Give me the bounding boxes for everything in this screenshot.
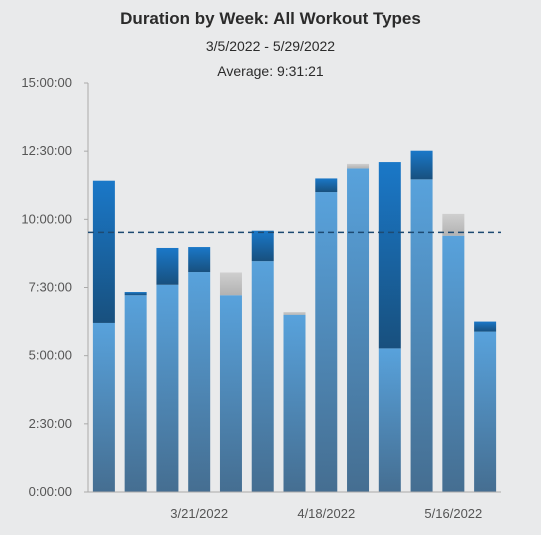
bar-segment-series-2 xyxy=(251,230,274,262)
bar-segment-series-2 xyxy=(378,162,401,349)
bar-segment-series-1 xyxy=(315,192,338,493)
bar-segment-series-1 xyxy=(347,168,370,493)
chart-title: Duration by Week: All Workout Types xyxy=(120,9,421,28)
y-tick: 10:00:00 xyxy=(21,211,88,226)
bar-segment-series-1 xyxy=(283,314,306,492)
bar-stack xyxy=(474,321,497,492)
y-tick: 7:30:00 xyxy=(29,280,88,295)
bar-stack xyxy=(156,247,179,492)
bar-segment-series-2 xyxy=(315,178,338,193)
x-tick-label: 3/21/2022 xyxy=(170,506,228,521)
y-axis: 0:00:00 2:30:00 5:00:00 7:30:00 10:00:00 12:3… xyxy=(21,75,89,499)
bar-stack xyxy=(315,178,338,493)
bar-stack xyxy=(378,162,401,492)
bar-segment-series-1 xyxy=(474,331,497,492)
date-range-subtitle: 3/5/2022 - 5/29/2022 xyxy=(205,38,336,54)
bar-segment-series-1 xyxy=(219,295,242,492)
bar-segment-series-2 xyxy=(410,150,433,180)
bar-stack xyxy=(251,230,274,492)
y-tick-label: 2:30:00 xyxy=(29,416,72,431)
y-tick: 2:30:00 xyxy=(29,416,88,431)
bar-stack xyxy=(410,150,433,492)
bar-segment-series-3 xyxy=(442,213,465,236)
y-tick-label: 12:30:00 xyxy=(21,143,72,158)
bar-stack xyxy=(124,292,147,492)
bar-segment-series-2 xyxy=(92,180,115,323)
bar-segment-series-1 xyxy=(188,272,211,492)
bar-segment-series-1 xyxy=(92,322,115,492)
bar-stack xyxy=(283,312,306,492)
y-tick-label: 5:00:00 xyxy=(29,348,72,363)
y-tick-label: 0:00:00 xyxy=(29,484,72,499)
bar-stack xyxy=(92,180,115,492)
x-axis: 3/21/2022 4/18/2022 5/16/2022 xyxy=(88,491,501,521)
x-tick-label: 4/18/2022 xyxy=(297,506,355,521)
y-tick: 0:00:00 xyxy=(29,484,88,499)
bar-segment-series-1 xyxy=(156,284,179,492)
bar-stack xyxy=(442,213,465,492)
x-tick: 5/16/2022 xyxy=(424,506,482,521)
y-tick: 15:00:00 xyxy=(21,75,88,90)
bar-segment-series-1 xyxy=(124,295,147,492)
bar-segment-series-3 xyxy=(219,272,242,296)
bar-segment-series-2 xyxy=(188,247,211,273)
bar-segment-series-2 xyxy=(474,321,497,332)
y-tick: 12:30:00 xyxy=(21,143,88,158)
bar-stack xyxy=(219,272,242,492)
bar-segment-series-1 xyxy=(378,348,401,492)
x-tick: 3/21/2022 xyxy=(170,506,228,521)
bar-stack xyxy=(347,163,370,493)
y-tick-label: 7:30:00 xyxy=(29,280,72,295)
bar-segment-series-1 xyxy=(442,235,465,492)
x-tick: 4/18/2022 xyxy=(297,506,355,521)
y-tick: 5:00:00 xyxy=(29,348,88,363)
bar-segment-series-2 xyxy=(124,292,147,296)
y-tick-label: 10:00:00 xyxy=(21,211,72,226)
bar-segment-series-1 xyxy=(410,179,433,492)
y-tick-label: 15:00:00 xyxy=(21,75,72,90)
bar-segment-series-3 xyxy=(347,163,370,169)
bar-segment-series-3 xyxy=(283,312,306,315)
average-label: Average: 9:31:21 xyxy=(217,63,324,79)
x-tick-label: 5/16/2022 xyxy=(424,506,482,521)
bars xyxy=(92,150,497,493)
bar-segment-series-1 xyxy=(251,261,274,492)
bar-stack xyxy=(188,247,211,492)
bar-segment-series-2 xyxy=(156,247,179,285)
